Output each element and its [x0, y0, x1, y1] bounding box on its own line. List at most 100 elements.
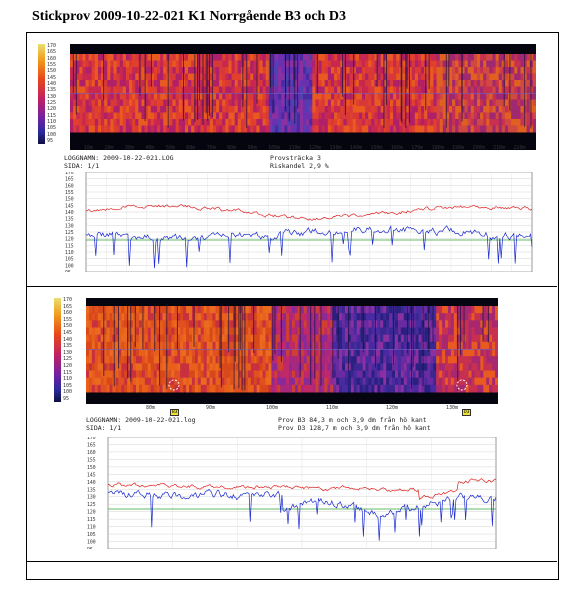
color-scale-bar [38, 44, 45, 144]
distance-label: 190m [452, 145, 465, 151]
scale-label: 165 [47, 49, 57, 56]
distance-label: 60m [186, 145, 196, 151]
scale-label: 165 [63, 303, 73, 310]
scale-label: 150 [47, 68, 57, 75]
panel2-thermal-image [86, 298, 498, 404]
temp-axis-label: 125 [87, 502, 96, 508]
temp-axis-label: 130 [65, 223, 74, 229]
scale-label: 115 [47, 112, 57, 119]
max-temp-series [107, 478, 497, 500]
temp-axis-label: 135 [87, 487, 96, 493]
temp-axis-label: 100 [87, 540, 96, 546]
distance-label: 40m [145, 145, 155, 151]
temp-axis-label: 110 [87, 525, 96, 531]
scale-label: 160 [63, 310, 73, 317]
scale-label: 160 [47, 55, 57, 62]
distance-label: 70m [206, 145, 216, 151]
panel1-thermal-image [70, 44, 536, 150]
panel1-temperature-graph: 1701651601551501451401351301251201151101… [65, 172, 533, 272]
distance-label: 50m [165, 145, 175, 151]
temp-axis-label: 150 [65, 197, 74, 203]
temp-axis-label: 115 [87, 517, 96, 523]
panel2-prov-b3: Prov B3 84,3 m och 3,9 dm från hö kant [278, 416, 427, 424]
panel1-provstracka: Provsträcka 3 [270, 154, 321, 162]
temp-axis-label: 170 [65, 172, 74, 176]
temp-axis-label: 165 [65, 177, 74, 183]
panel2-prov-d3: Prov D3 128,7 m och 3,9 dm från hö kant [278, 424, 431, 432]
temp-axis-label: 130 [87, 495, 96, 501]
temp-axis-label: 135 [65, 217, 74, 223]
scale-label: 130 [47, 93, 57, 100]
min-temp-series [107, 489, 497, 541]
temp-axis-label: 115 [65, 243, 74, 249]
sample-d3-circle [456, 379, 468, 391]
temp-axis-label: 120 [87, 510, 96, 516]
scale-label: 145 [63, 330, 73, 336]
scale-label: 100 [63, 389, 73, 396]
temp-axis-label: 125 [65, 230, 74, 236]
distance-label: 150m [370, 145, 383, 151]
temp-axis-label: 155 [65, 190, 74, 196]
report-frame [26, 32, 559, 580]
scale-label: 120 [47, 106, 57, 113]
scale-label: 105 [47, 125, 57, 132]
scale-label: 145 [47, 74, 57, 81]
sample-marker-d3: D3 [462, 409, 472, 416]
temp-axis-label: 100 [65, 263, 74, 269]
document-title: Stickprov 2009-10-22-021 K1 Norrgående B… [32, 9, 346, 24]
scale-label: 125 [47, 100, 57, 106]
distance-label: 80m [227, 145, 237, 151]
distance-label: 170m [411, 145, 424, 151]
temp-axis-label: 105 [87, 532, 96, 538]
scale-label: 120 [63, 363, 73, 369]
distance-label: 160m [390, 145, 403, 151]
bottom-divider [26, 561, 557, 562]
distance-label: 200m [472, 145, 485, 151]
scale-label: 155 [47, 62, 57, 68]
temp-axis-label: 110 [65, 250, 74, 256]
distance-label: 120m [386, 405, 399, 411]
temp-axis-label: 145 [87, 472, 96, 478]
max-temp-series [85, 204, 533, 221]
distance-label: 10m [84, 145, 94, 151]
distance-label: 130m [329, 145, 342, 151]
temp-axis-label: 105 [65, 257, 74, 263]
distance-label: 20m [104, 145, 114, 151]
temp-axis-label: 160 [65, 183, 74, 189]
scale-label: 140 [63, 336, 73, 343]
panel1-color-scale: 170 165 160 155 150 145 140 135 130 125 120 115 110 1… [38, 44, 68, 144]
temp-axis-label: 150 [87, 465, 96, 471]
distance-label: 110m [326, 405, 339, 411]
panel2-sida: SIDA: 1/1 [86, 424, 122, 432]
panel1-sida: SIDA: 1/1 [64, 162, 100, 170]
scale-label: 105 [63, 382, 73, 389]
temp-axis-label: 165 [87, 442, 96, 448]
distance-label: 120m [309, 145, 322, 151]
scale-label: 130 [63, 349, 73, 356]
temp-axis-label: 95 [65, 270, 71, 272]
distance-label: 100m [266, 405, 279, 411]
panel1-distance-axis: 10m 20m 30m 40m 50m 60m 70m 80m 90m 100m 110m 120m 1… [84, 146, 534, 153]
distance-label: 140m [349, 145, 362, 151]
distance-label: 210m [493, 145, 506, 151]
scale-label: 135 [47, 87, 57, 94]
panel-divider [26, 286, 557, 287]
scale-label: 115 [63, 369, 73, 376]
scale-label: 110 [63, 376, 73, 383]
scale-label: 140 [47, 81, 57, 87]
color-scale-bar [54, 298, 61, 402]
scale-label: 110 [47, 119, 57, 125]
scale-label: 150 [63, 323, 73, 330]
distance-label: 90m [206, 405, 216, 411]
distance-label: 110m [288, 145, 301, 151]
sample-b3-circle [168, 379, 180, 391]
distance-label: 180m [431, 145, 444, 151]
scale-label: 135 [63, 343, 73, 350]
scale-label: 95 [63, 396, 70, 402]
temp-axis-label: 160 [87, 450, 96, 456]
scale-label: 95 [47, 138, 54, 144]
sample-marker-b3: B3 [170, 409, 180, 416]
temp-axis-label: 170 [87, 437, 96, 441]
distance-label: 100m [268, 145, 281, 151]
temp-axis-label: 95 [87, 547, 93, 549]
